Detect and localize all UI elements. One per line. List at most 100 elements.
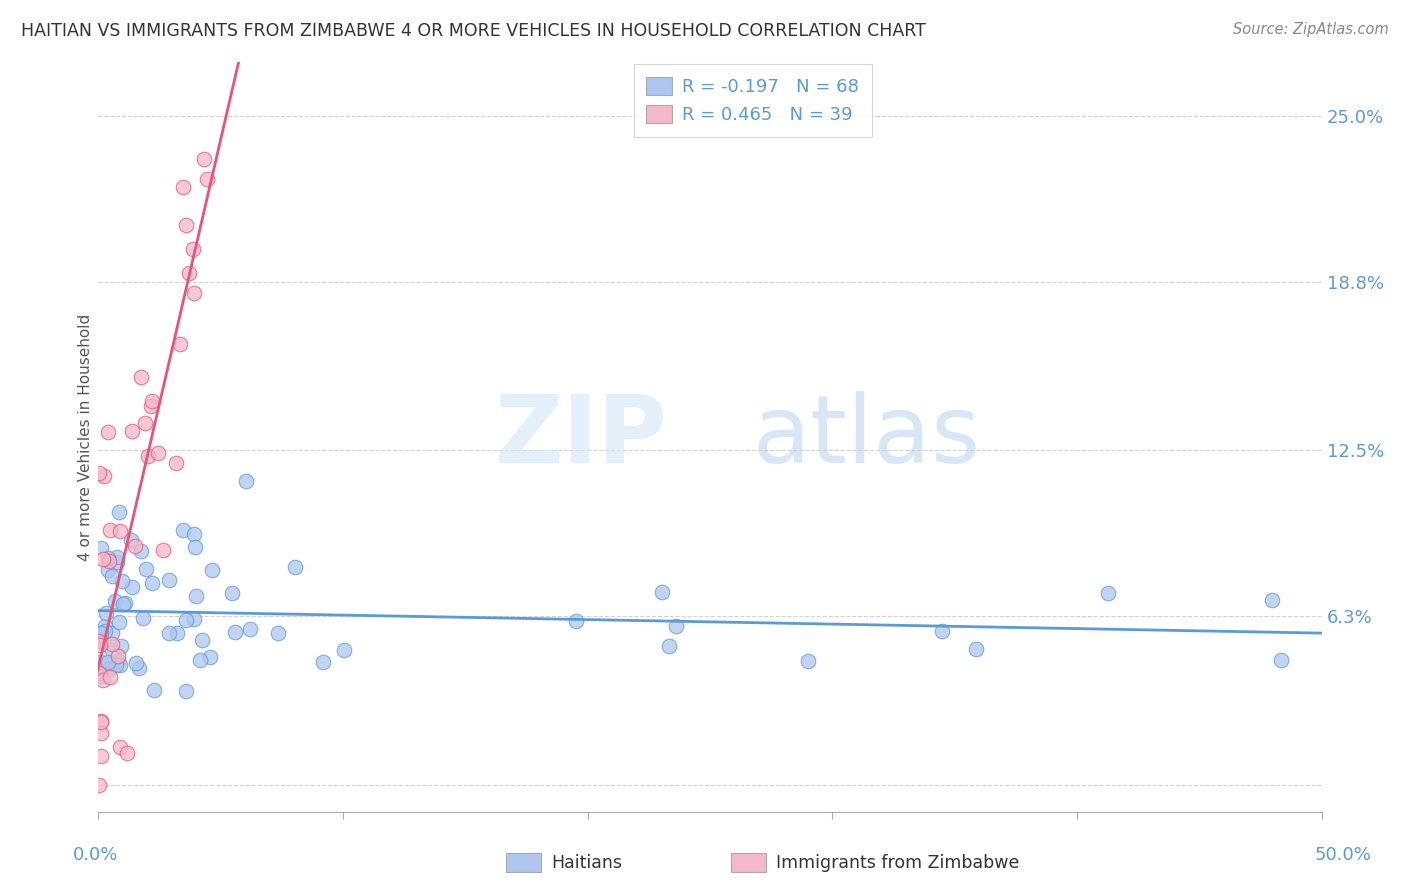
- Point: [135, 562, 157, 576]
- Point: [108, 740, 131, 755]
- Point: [107, 556, 129, 570]
- Point: [165, 457, 187, 471]
- Point: [797, 654, 820, 668]
- Point: [224, 625, 246, 640]
- Point: [97, 655, 120, 669]
- Point: [104, 594, 127, 608]
- Text: HAITIAN VS IMMIGRANTS FROM ZIMBABWE 4 OR MORE VEHICLES IN HOUSEHOLD CORRELATION : HAITIAN VS IMMIGRANTS FROM ZIMBABWE 4 OR…: [21, 22, 927, 40]
- Point: [193, 152, 215, 166]
- Text: ZIP: ZIP: [495, 391, 668, 483]
- Point: [169, 336, 191, 351]
- Point: [200, 650, 222, 665]
- Point: [98, 670, 121, 684]
- Point: [114, 596, 136, 610]
- Point: [94, 619, 117, 633]
- Point: [108, 615, 131, 630]
- Point: [333, 643, 356, 657]
- Point: [131, 544, 153, 558]
- Point: [183, 527, 205, 541]
- Point: [105, 657, 128, 672]
- Point: [108, 657, 131, 672]
- Point: [105, 549, 128, 564]
- Point: [142, 682, 165, 697]
- Point: [121, 580, 143, 594]
- Point: [107, 649, 129, 664]
- Point: [141, 575, 163, 590]
- Point: [115, 746, 138, 760]
- Point: [121, 424, 143, 438]
- Point: [107, 654, 129, 668]
- Point: [267, 626, 290, 640]
- Point: [1260, 592, 1282, 607]
- Point: [184, 589, 207, 603]
- Point: [184, 540, 207, 554]
- Legend: R = -0.197   N = 68, R = 0.465   N = 39: R = -0.197 N = 68, R = 0.465 N = 39: [634, 64, 872, 137]
- Point: [176, 613, 198, 627]
- Point: [312, 655, 335, 669]
- Point: [174, 219, 197, 233]
- Point: [90, 655, 112, 669]
- Text: 0.0%: 0.0%: [73, 846, 118, 863]
- Point: [284, 560, 307, 574]
- Point: [98, 663, 121, 677]
- Point: [239, 622, 262, 636]
- Y-axis label: 4 or more Vehicles in Household: 4 or more Vehicles in Household: [77, 313, 93, 561]
- Point: [177, 266, 200, 280]
- Point: [110, 640, 132, 654]
- Point: [181, 243, 204, 257]
- Point: [152, 543, 174, 558]
- Point: [139, 399, 162, 413]
- Point: [931, 624, 953, 638]
- Point: [166, 625, 188, 640]
- Point: [172, 523, 194, 537]
- Text: 50.0%: 50.0%: [1315, 846, 1371, 863]
- Point: [183, 285, 205, 300]
- Point: [141, 394, 163, 409]
- Point: [107, 505, 129, 519]
- Text: atlas: atlas: [752, 391, 981, 483]
- Point: [89, 638, 111, 652]
- Point: [157, 574, 180, 588]
- Point: [90, 726, 112, 740]
- Point: [1270, 653, 1292, 667]
- Point: [136, 449, 159, 463]
- Point: [87, 467, 110, 481]
- Point: [97, 425, 120, 439]
- Point: [87, 778, 110, 792]
- Point: [190, 653, 212, 667]
- Point: [90, 625, 112, 640]
- Point: [128, 661, 150, 675]
- Point: [101, 643, 124, 657]
- Point: [195, 172, 218, 186]
- Point: [97, 550, 120, 565]
- Text: Immigrants from Zimbabwe: Immigrants from Zimbabwe: [776, 854, 1019, 871]
- Point: [120, 533, 142, 547]
- Point: [235, 474, 257, 488]
- Point: [108, 524, 131, 538]
- Point: [651, 585, 673, 599]
- Point: [658, 639, 681, 653]
- Point: [90, 714, 112, 728]
- Point: [125, 657, 148, 671]
- Point: [91, 551, 114, 566]
- Point: [101, 636, 124, 650]
- Point: [98, 553, 121, 567]
- Point: [172, 179, 194, 194]
- Point: [190, 632, 212, 647]
- Point: [98, 524, 121, 538]
- Text: Haitians: Haitians: [551, 854, 621, 871]
- Point: [134, 416, 156, 430]
- Point: [129, 370, 152, 384]
- Point: [94, 624, 117, 638]
- Point: [101, 569, 124, 583]
- Point: [87, 634, 110, 648]
- Point: [1097, 586, 1119, 600]
- Point: [176, 684, 198, 698]
- Point: [565, 614, 588, 628]
- Point: [94, 606, 117, 620]
- Point: [91, 673, 114, 687]
- Point: [90, 669, 112, 683]
- Point: [665, 619, 688, 633]
- Point: [221, 585, 243, 599]
- Point: [97, 563, 120, 577]
